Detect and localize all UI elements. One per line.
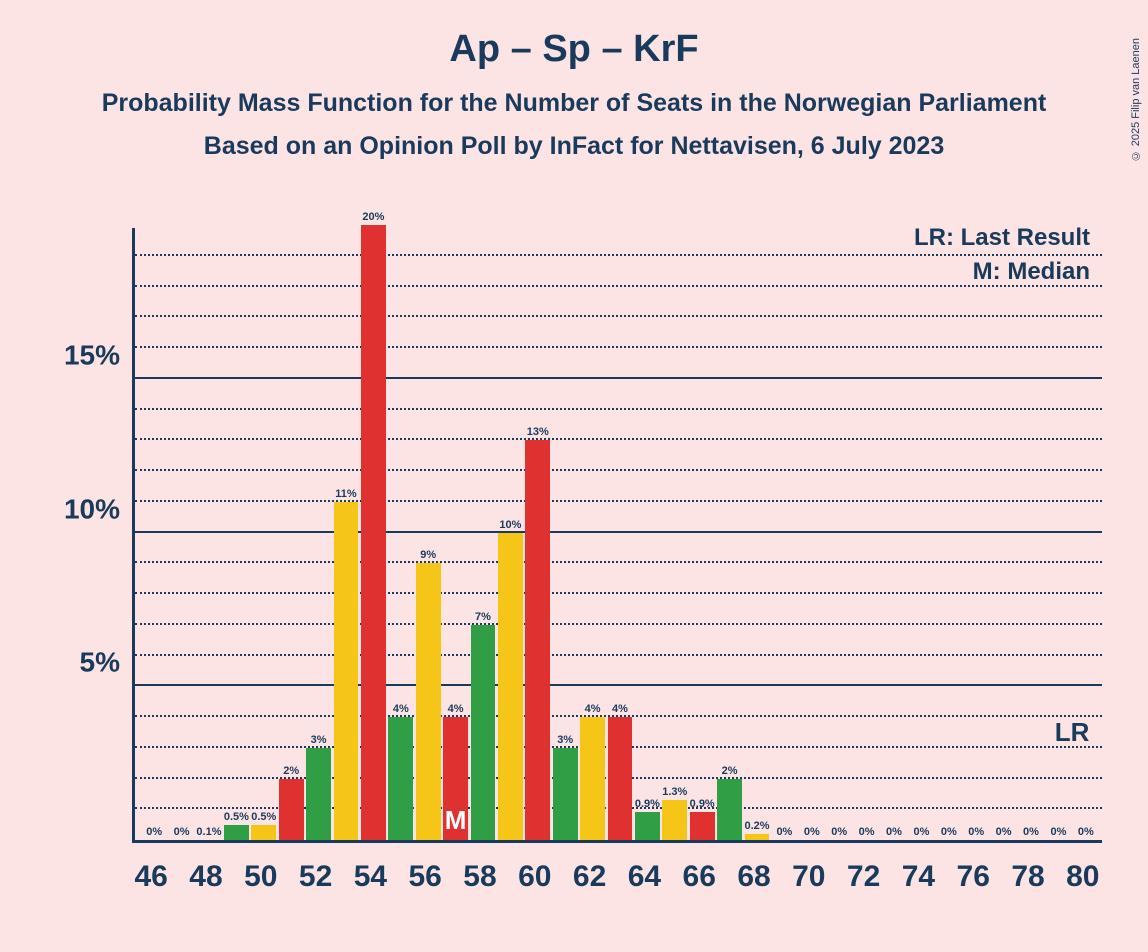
x-tick-label: 62 [573,860,606,894]
gridline-minor [135,500,1102,502]
bar: 9% [416,563,441,840]
x-tick-label: 76 [957,860,990,894]
x-tick-label: 80 [1066,860,1099,894]
gridline-minor [135,561,1102,563]
bar: 10% [498,533,523,841]
x-tick-label: 66 [683,860,716,894]
gridline-minor [135,469,1102,471]
bar: 4% [580,717,605,840]
bar: 13% [525,440,550,840]
x-tick-label: 78 [1011,860,1044,894]
bar-value-label: 0% [1056,826,1116,838]
bar-value-label: 2% [700,765,760,777]
x-tick-label: 50 [244,860,277,894]
legend-lr: LR: Last Result [914,224,1090,252]
bar: 2% [279,779,304,841]
chart-subtitle-2: Based on an Opinion Poll by InFact for N… [0,132,1148,161]
gridline-minor [135,285,1102,287]
x-tick-label: 54 [354,860,387,894]
gridline-minor [135,438,1102,440]
chart-title: Ap – Sp – KrF [0,28,1148,71]
bar-value-label: 4% [590,703,650,715]
x-tick-label: 74 [902,860,935,894]
gridline-minor [135,592,1102,594]
bar-value-label: 9% [398,549,458,561]
gridline-minor [135,315,1102,317]
x-tick-label: 64 [628,860,661,894]
bar: 11% [334,502,359,840]
bar: 7% [471,625,496,840]
y-axis-labels: 5% 10% 15% [60,228,128,928]
gridline-minor [135,408,1102,410]
bar-value-label: 13% [508,426,568,438]
y-tick-label: 5% [80,647,120,732]
bar: 4% [608,717,633,840]
bar-value-label: 20% [343,211,403,223]
bar: 0.5% [224,825,249,840]
x-axis-labels: 46 48 50 52 54 56 58 60 62 64 66 68 70 72 74 76 78 80 [132,850,1102,900]
gridline-minor [135,623,1102,625]
x-tick-label: 56 [409,860,442,894]
bar: 20% [361,225,386,840]
gridline-major [135,531,1102,533]
chart-container: 5% 10% 15% LR: Last Result M: Median 0%0%0… [60,228,1120,928]
bar: 3% [553,748,578,840]
gridline-major [135,684,1102,686]
x-tick-label: 52 [299,860,332,894]
bar: 0.9% [690,812,715,840]
plot-area: LR: Last Result M: Median 0%0%0.1%0.5%0.… [132,228,1102,843]
copyright-text: © 2025 Filip van Laenen [1130,38,1142,161]
y-tick-label: 15% [64,339,120,424]
x-tick-label: 70 [792,860,825,894]
x-tick-label: 46 [134,860,167,894]
gridline-major [135,377,1102,379]
x-tick-label: 58 [463,860,496,894]
x-tick-label: 60 [518,860,551,894]
bar: 0.9% [635,812,660,840]
x-tick-label: 48 [189,860,222,894]
bar: 3% [306,748,331,840]
gridline-minor [135,346,1102,348]
last-result-marker: LR [1055,717,1090,748]
bar: 0.5% [251,825,276,840]
y-tick-label: 10% [64,493,120,578]
median-marker: M [445,805,467,836]
x-tick-label: 72 [847,860,880,894]
chart-subtitle-1: Probability Mass Function for the Number… [0,89,1148,118]
legend-m: M: Median [973,258,1090,286]
bar: 4% [388,717,413,840]
gridline-minor [135,654,1102,656]
x-tick-label: 68 [737,860,770,894]
gridline-minor [135,254,1102,256]
bar-value-label: 1.3% [645,786,705,798]
